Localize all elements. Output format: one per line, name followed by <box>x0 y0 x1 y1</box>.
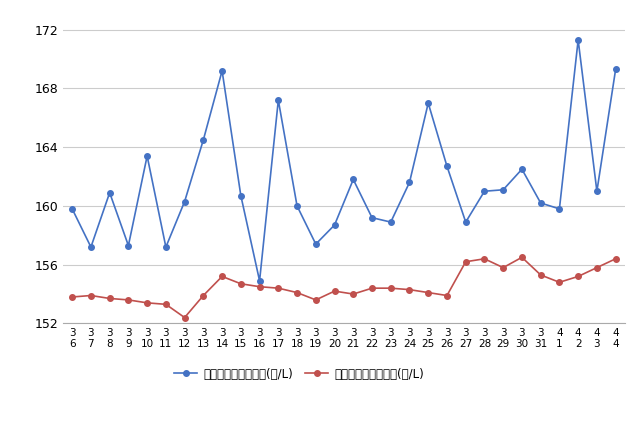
レギュラー看板価格(円/L) <box>162 245 170 250</box>
レギュラー看板価格(円/L) <box>68 206 76 211</box>
レギュラー看板価格(円/L) <box>237 193 244 198</box>
レギュラー実売価格(円/L) <box>331 288 339 294</box>
レギュラー実売価格(円/L) <box>162 302 170 307</box>
レギュラー看板価格(円/L) <box>256 278 264 284</box>
レギュラー看板価格(円/L) <box>180 199 188 204</box>
レギュラー看板価格(円/L) <box>406 180 413 185</box>
レギュラー看板価格(円/L) <box>293 203 301 209</box>
レギュラー看板価格(円/L) <box>125 243 132 248</box>
レギュラー看板価格(円/L) <box>200 137 207 143</box>
レギュラー看板価格(円/L) <box>368 215 376 220</box>
レギュラー実売価格(円/L) <box>87 293 95 298</box>
レギュラー看板価格(円/L) <box>499 187 507 192</box>
レギュラー看板価格(円/L) <box>387 219 395 225</box>
レギュラー実売価格(円/L) <box>368 285 376 291</box>
レギュラー看板価格(円/L) <box>556 206 563 211</box>
レギュラー実売価格(円/L) <box>106 296 113 301</box>
レギュラー実売価格(円/L) <box>612 256 620 261</box>
レギュラー看板価格(円/L) <box>424 101 432 106</box>
レギュラー実売価格(円/L) <box>499 265 507 270</box>
レギュラー看板価格(円/L) <box>87 245 95 250</box>
レギュラー実売価格(円/L) <box>387 285 395 291</box>
レギュラー実売価格(円/L) <box>180 315 188 320</box>
Line: レギュラー看板価格(円/L): レギュラー看板価格(円/L) <box>69 37 618 284</box>
レギュラー看板価格(円/L) <box>275 97 282 103</box>
レギュラー実売価格(円/L) <box>68 294 76 299</box>
レギュラー実売価格(円/L) <box>200 293 207 298</box>
レギュラー看板価格(円/L) <box>537 200 545 206</box>
レギュラー看板価格(円/L) <box>331 222 339 228</box>
レギュラー実売価格(円/L) <box>481 256 488 261</box>
レギュラー看板価格(円/L) <box>481 189 488 194</box>
レギュラー実売価格(円/L) <box>424 290 432 295</box>
レギュラー実売価格(円/L) <box>237 281 244 287</box>
レギュラー実売価格(円/L) <box>293 290 301 295</box>
レギュラー看板価格(円/L) <box>443 163 451 169</box>
レギュラー看板価格(円/L) <box>143 153 151 159</box>
レギュラー実売価格(円/L) <box>349 291 357 297</box>
レギュラー看板価格(円/L) <box>106 190 113 195</box>
レギュラー看板価格(円/L) <box>218 68 226 74</box>
レギュラー実売価格(円/L) <box>275 285 282 291</box>
レギュラー看板価格(円/L) <box>462 219 470 225</box>
レギュラー実売価格(円/L) <box>125 297 132 303</box>
Legend: レギュラー看板価格(円/L), レギュラー実売価格(円/L): レギュラー看板価格(円/L), レギュラー実売価格(円/L) <box>169 363 429 385</box>
レギュラー看板価格(円/L) <box>593 189 601 194</box>
レギュラー看板価格(円/L) <box>574 37 582 43</box>
レギュラー実売価格(円/L) <box>143 300 151 306</box>
レギュラー看板価格(円/L) <box>312 241 319 247</box>
レギュラー実売価格(円/L) <box>574 274 582 279</box>
レギュラー実売価格(円/L) <box>462 259 470 264</box>
レギュラー実売価格(円/L) <box>406 287 413 292</box>
Line: レギュラー実売価格(円/L): レギュラー実売価格(円/L) <box>69 255 618 320</box>
レギュラー実売価格(円/L) <box>312 297 319 303</box>
レギュラー実売価格(円/L) <box>518 255 526 260</box>
レギュラー実売価格(円/L) <box>443 293 451 298</box>
レギュラー看板価格(円/L) <box>349 177 357 182</box>
レギュラー実売価格(円/L) <box>556 280 563 285</box>
レギュラー実売価格(円/L) <box>256 284 264 289</box>
レギュラー実売価格(円/L) <box>537 272 545 278</box>
レギュラー実売価格(円/L) <box>593 265 601 270</box>
レギュラー実売価格(円/L) <box>218 274 226 279</box>
レギュラー看板価格(円/L) <box>518 167 526 172</box>
レギュラー看板価格(円/L) <box>612 67 620 72</box>
